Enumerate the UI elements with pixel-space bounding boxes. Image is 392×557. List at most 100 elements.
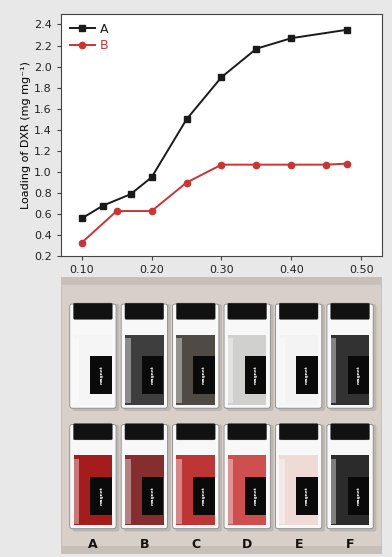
Text: magnet: magnet [202,366,206,384]
Bar [227,338,234,403]
A [128,191,133,198]
Text: B: B [140,538,149,551]
FancyBboxPatch shape [330,424,376,531]
FancyBboxPatch shape [276,304,322,408]
Bar [296,477,318,515]
Text: magnet: magnet [151,366,154,384]
Text: E: E [294,538,303,551]
B [149,208,154,214]
Text: magnet: magnet [356,486,360,505]
Bar [73,459,79,524]
FancyBboxPatch shape [121,424,167,529]
B [345,160,350,167]
Bar [180,310,211,318]
Line: B: B [79,160,350,246]
Text: F: F [346,538,354,551]
FancyBboxPatch shape [74,303,112,319]
FancyBboxPatch shape [125,424,164,440]
Bar [245,477,266,515]
FancyBboxPatch shape [70,424,116,529]
B [289,162,294,168]
B [114,208,119,214]
Bar [129,431,160,439]
FancyBboxPatch shape [278,304,325,411]
Bar [279,455,318,525]
Text: magnet: magnet [253,486,258,505]
FancyBboxPatch shape [224,424,270,529]
Bar [279,459,285,524]
Bar [348,356,369,394]
FancyBboxPatch shape [175,304,222,411]
FancyBboxPatch shape [125,303,164,319]
Bar [232,431,263,439]
Text: magnet: magnet [202,486,206,505]
Bar [124,459,131,524]
Bar [330,459,336,524]
Bar [124,338,131,403]
Legend: A, B: A, B [67,20,111,55]
Bar [129,310,160,318]
B [324,162,328,168]
B [79,240,84,246]
Text: C: C [191,538,200,551]
Bar [245,356,266,394]
Bar [232,310,263,318]
A [149,174,154,180]
Bar [279,338,285,403]
Bar [335,431,365,439]
FancyBboxPatch shape [228,424,267,440]
X-axis label: Initial DXR Conc. (mg ml⁻¹): Initial DXR Conc. (mg ml⁻¹) [146,278,297,288]
A [79,215,84,222]
FancyBboxPatch shape [227,304,274,411]
Text: magnet: magnet [305,486,309,505]
Bar [91,477,112,515]
FancyBboxPatch shape [276,424,322,529]
Text: magnet: magnet [99,486,103,505]
Bar [228,335,267,404]
FancyBboxPatch shape [331,424,369,440]
Bar [176,459,182,524]
Bar [73,338,79,403]
Bar [193,356,215,394]
Bar [331,335,369,404]
FancyBboxPatch shape [279,303,318,319]
FancyBboxPatch shape [70,304,116,408]
FancyBboxPatch shape [73,424,119,531]
Bar [78,310,108,318]
FancyBboxPatch shape [172,424,219,529]
Text: magnet: magnet [253,366,258,384]
Text: magnet: magnet [305,366,309,384]
FancyBboxPatch shape [73,304,119,411]
Bar [176,455,215,525]
Line: A: A [79,27,350,222]
FancyBboxPatch shape [327,304,373,408]
FancyBboxPatch shape [279,424,318,440]
FancyBboxPatch shape [330,304,376,411]
Bar [283,431,314,439]
Text: magnet: magnet [99,366,103,384]
FancyBboxPatch shape [121,304,167,408]
Bar [335,310,365,318]
FancyBboxPatch shape [124,304,171,411]
Bar [348,477,369,515]
FancyBboxPatch shape [176,424,215,440]
FancyBboxPatch shape [172,304,219,408]
Text: A: A [88,538,98,551]
FancyBboxPatch shape [124,424,171,531]
A [345,26,350,33]
Bar [125,335,163,404]
Text: D: D [242,538,252,551]
Bar [142,477,163,515]
Bar [283,310,314,318]
Bar [142,356,163,394]
B [254,162,259,168]
FancyBboxPatch shape [74,424,112,440]
A [100,202,105,209]
Bar [78,431,108,439]
A [184,116,189,123]
Bar [296,356,318,394]
Text: magnet: magnet [151,486,154,505]
FancyBboxPatch shape [175,424,222,531]
Bar [228,455,267,525]
Bar [279,335,318,404]
